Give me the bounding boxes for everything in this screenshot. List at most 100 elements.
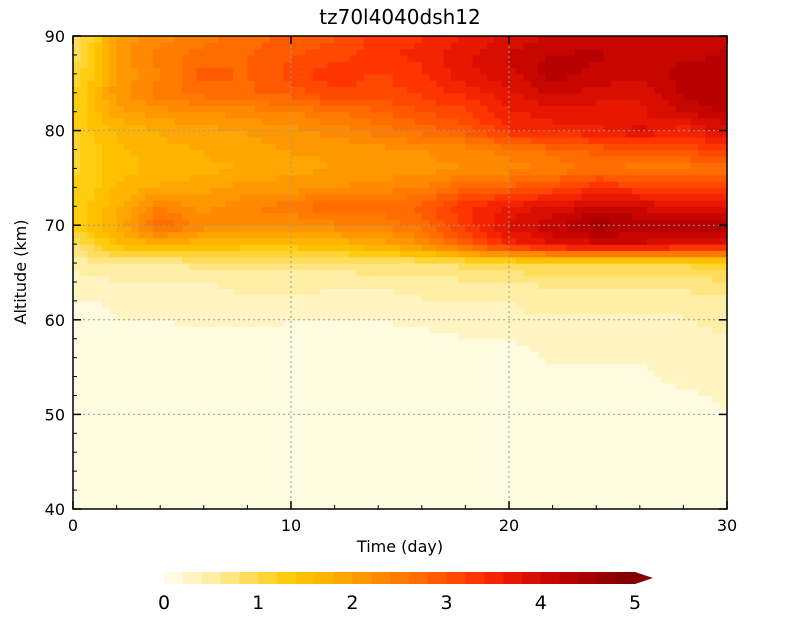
heatmap-cell bbox=[174, 345, 183, 352]
heatmap-cell bbox=[341, 326, 350, 334]
heatmap-cell bbox=[618, 395, 626, 403]
heatmap-cell bbox=[247, 181, 256, 188]
heatmap-cell bbox=[436, 477, 445, 485]
heatmap-cell bbox=[80, 294, 89, 302]
heatmap-cell bbox=[668, 427, 677, 434]
heatmap-cell bbox=[225, 237, 234, 245]
heatmap-cell bbox=[472, 395, 481, 403]
heatmap-cell bbox=[276, 382, 285, 390]
heatmap-cell bbox=[87, 294, 96, 302]
heatmap-cell bbox=[80, 256, 89, 264]
heatmap-cell bbox=[80, 237, 89, 245]
heatmap-cell bbox=[494, 275, 503, 283]
heatmap-cell bbox=[429, 452, 437, 460]
heatmap-cell bbox=[196, 281, 205, 289]
heatmap-cell bbox=[334, 288, 343, 296]
heatmap-cell bbox=[283, 389, 292, 397]
heatmap-cell bbox=[719, 275, 728, 283]
heatmap-cell bbox=[494, 269, 503, 277]
heatmap-cell bbox=[370, 294, 379, 302]
heatmap-cell bbox=[436, 345, 445, 352]
heatmap-cell bbox=[196, 237, 205, 245]
heatmap-cell bbox=[400, 382, 408, 390]
heatmap-cell bbox=[203, 256, 212, 264]
heatmap-cell bbox=[501, 445, 510, 453]
heatmap-cell bbox=[654, 181, 663, 188]
heatmap-cell bbox=[683, 490, 692, 497]
heatmap-cell bbox=[479, 199, 488, 207]
heatmap-cell bbox=[152, 395, 161, 403]
heatmap-cell bbox=[632, 502, 641, 510]
heatmap-cell bbox=[160, 376, 169, 384]
heatmap-cell bbox=[530, 395, 539, 403]
heatmap-cell bbox=[574, 332, 583, 340]
heatmap-cell bbox=[356, 307, 365, 315]
heatmap-cell bbox=[327, 490, 336, 497]
heatmap-cell bbox=[80, 477, 89, 485]
heatmap-cell bbox=[247, 452, 256, 460]
heatmap-cell bbox=[283, 408, 292, 415]
heatmap-cell bbox=[574, 420, 583, 428]
heatmap-cell bbox=[254, 212, 263, 220]
heatmap-cell bbox=[94, 458, 103, 466]
heatmap-cell bbox=[552, 376, 561, 384]
heatmap-cell bbox=[320, 288, 328, 296]
heatmap-cell bbox=[341, 502, 350, 510]
heatmap-cell bbox=[167, 168, 176, 176]
heatmap-cell bbox=[138, 477, 147, 485]
heatmap-cell bbox=[676, 193, 684, 201]
heatmap-cell bbox=[523, 414, 532, 422]
heatmap-cell bbox=[232, 351, 241, 359]
heatmap-cell bbox=[697, 464, 706, 472]
heatmap-cell bbox=[581, 199, 590, 207]
heatmap-cell bbox=[639, 433, 648, 441]
heatmap-cell bbox=[661, 174, 670, 182]
heatmap-cell bbox=[80, 382, 89, 390]
heatmap-cell bbox=[385, 300, 394, 308]
heatmap-cell bbox=[465, 357, 474, 365]
heatmap-cell bbox=[487, 206, 496, 214]
heatmap-cell bbox=[545, 445, 554, 453]
heatmap-cell bbox=[189, 237, 198, 245]
heatmap-cell bbox=[690, 294, 699, 302]
heatmap-cell bbox=[661, 225, 670, 233]
heatmap-cell bbox=[552, 300, 561, 308]
heatmap-cell bbox=[472, 445, 481, 453]
heatmap-cell bbox=[167, 313, 176, 321]
heatmap-cell bbox=[661, 250, 670, 258]
heatmap-cell bbox=[131, 401, 139, 409]
heatmap-cell bbox=[697, 389, 706, 397]
heatmap-cell bbox=[509, 395, 517, 403]
heatmap-cell bbox=[567, 370, 575, 378]
heatmap-cell bbox=[174, 326, 183, 334]
heatmap-cell bbox=[276, 269, 285, 277]
heatmap-cell bbox=[334, 414, 343, 422]
heatmap-cell bbox=[174, 471, 183, 479]
heatmap-cell bbox=[392, 244, 401, 252]
heatmap-cell bbox=[429, 414, 437, 422]
heatmap-cell bbox=[472, 199, 481, 207]
heatmap-cell bbox=[189, 281, 198, 289]
heatmap-cell bbox=[421, 363, 430, 371]
heatmap-cell bbox=[501, 490, 510, 497]
heatmap-cell bbox=[247, 187, 256, 195]
heatmap-cell bbox=[167, 370, 176, 378]
heatmap-cell bbox=[661, 483, 670, 491]
heatmap-cell bbox=[392, 155, 401, 163]
heatmap-cell bbox=[80, 326, 89, 334]
heatmap-cell bbox=[269, 231, 278, 239]
heatmap-cell bbox=[80, 452, 89, 460]
heatmap-cell bbox=[538, 237, 546, 245]
heatmap-cell bbox=[450, 187, 459, 195]
heatmap-cell bbox=[494, 490, 503, 497]
heatmap-cell bbox=[632, 281, 641, 289]
heatmap-cell bbox=[370, 237, 379, 245]
heatmap-cell bbox=[370, 206, 379, 214]
heatmap-cell bbox=[116, 502, 125, 510]
heatmap-cell bbox=[189, 345, 198, 352]
heatmap-cell bbox=[603, 445, 612, 453]
heatmap-cell bbox=[603, 351, 612, 359]
heatmap-cell bbox=[378, 452, 387, 460]
heatmap-cell bbox=[254, 414, 263, 422]
heatmap-cell bbox=[349, 458, 357, 466]
